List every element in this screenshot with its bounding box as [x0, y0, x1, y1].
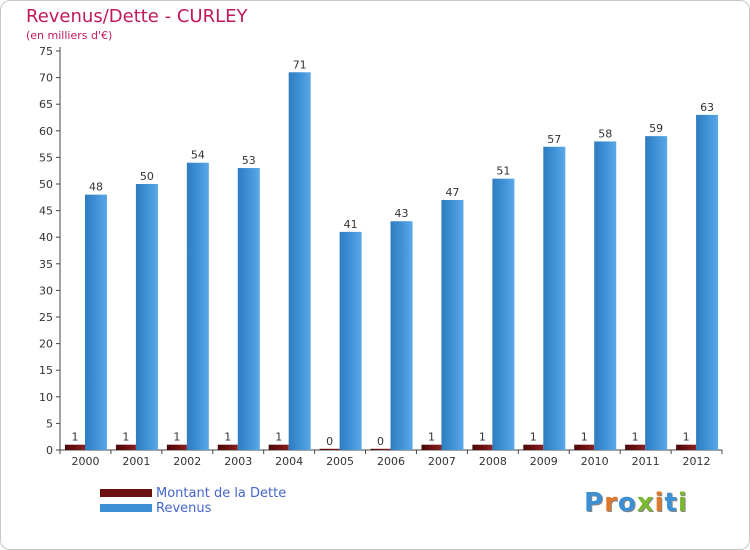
y-tick-label: 35 — [39, 258, 53, 271]
bar-dette-2006 — [370, 448, 391, 450]
y-tick-label: 20 — [39, 338, 53, 351]
y-tick-label: 65 — [39, 98, 53, 111]
bar-dette-2002 — [166, 444, 187, 450]
data-label-revenus-2002: 54 — [191, 149, 205, 162]
y-tick-label: 25 — [39, 311, 53, 324]
bar-dette-2004 — [268, 444, 289, 450]
legend-label-dette: Montant de la Dette — [156, 486, 287, 501]
logo-letter: i — [654, 488, 665, 518]
data-label-revenus-2007: 47 — [445, 186, 459, 199]
data-label-revenus-2004: 71 — [293, 58, 307, 71]
data-label-revenus-2003: 53 — [242, 154, 256, 167]
data-label-dette-2010: 1 — [581, 431, 588, 444]
y-tick-label: 30 — [39, 284, 53, 297]
y-tick-label: 60 — [39, 125, 53, 138]
x-tick-label-2011: 2011 — [632, 455, 660, 468]
bar-revenus-2002 — [186, 162, 209, 450]
legend-label-revenus: Revenus — [156, 501, 212, 516]
data-label-revenus-2008: 51 — [496, 165, 510, 178]
bar-dette-2001 — [115, 444, 136, 450]
bar-revenus-2000 — [85, 194, 107, 450]
legend-swatch-dette — [100, 489, 152, 497]
y-tick-label: 15 — [39, 364, 53, 377]
logo-letter: r — [604, 488, 618, 518]
bar-dette-2000 — [65, 444, 85, 450]
data-label-dette-2006: 0 — [377, 435, 384, 448]
bar-revenus-2005 — [339, 231, 362, 450]
data-label-revenus-2006: 43 — [395, 207, 409, 220]
x-tick-label-2001: 2001 — [122, 455, 150, 468]
logo-letter: o — [617, 488, 637, 518]
bar-revenus-2011 — [645, 136, 668, 450]
bar-dette-2007 — [421, 444, 442, 450]
data-label-dette-2005: 0 — [326, 435, 333, 448]
x-tick-label-2000: 2000 — [71, 455, 99, 468]
data-label-dette-2012: 1 — [683, 431, 690, 444]
data-label-revenus-2012: 63 — [700, 101, 714, 114]
x-tick-label-2007: 2007 — [428, 455, 456, 468]
chart-title: Revenus/Dette - CURLEY — [26, 6, 248, 27]
bar-dette-2005 — [319, 448, 340, 450]
y-tick-label: 55 — [39, 151, 53, 164]
bar-dette-2012 — [676, 444, 697, 450]
x-tick-label-2002: 2002 — [173, 455, 201, 468]
data-label-dette-2004: 1 — [275, 431, 282, 444]
bar-revenus-2010 — [594, 141, 617, 450]
data-label-dette-2000: 1 — [72, 431, 79, 444]
bar-revenus-2006 — [390, 221, 413, 450]
y-tick-label: 70 — [39, 72, 53, 85]
data-label-revenus-2005: 41 — [344, 218, 358, 231]
data-label-dette-2007: 1 — [428, 431, 435, 444]
x-tick-label-2008: 2008 — [479, 455, 507, 468]
x-tick-label-2003: 2003 — [224, 455, 252, 468]
data-label-revenus-2010: 58 — [598, 127, 612, 140]
y-tick-label: 50 — [39, 178, 53, 191]
proxiti-logo: Proxiti — [584, 488, 688, 518]
x-tick-label-2010: 2010 — [581, 455, 609, 468]
x-tick-label-2012: 2012 — [683, 455, 711, 468]
logo-letter: i — [677, 488, 688, 518]
bar-dette-2011 — [625, 444, 646, 450]
bar-dette-2008 — [472, 444, 493, 450]
y-tick-label: 40 — [39, 231, 53, 244]
x-tick-label-2005: 2005 — [326, 455, 354, 468]
data-label-dette-2002: 1 — [173, 431, 180, 444]
data-label-dette-2008: 1 — [479, 431, 486, 444]
data-label-dette-2009: 1 — [530, 431, 537, 444]
bar-dette-2010 — [574, 444, 595, 450]
data-label-dette-2003: 1 — [224, 431, 231, 444]
x-tick-label-2009: 2009 — [530, 455, 558, 468]
bar-revenus-2012 — [696, 114, 719, 450]
data-label-dette-2011: 1 — [632, 431, 639, 444]
y-tick-label: 5 — [46, 417, 53, 430]
y-tick-label: 0 — [46, 444, 53, 457]
data-label-revenus-2011: 59 — [649, 122, 663, 135]
y-tick-label: 10 — [39, 391, 53, 404]
bar-revenus-2009 — [543, 146, 566, 450]
data-label-revenus-2009: 57 — [547, 133, 561, 146]
x-tick-label-2006: 2006 — [377, 455, 405, 468]
chart-subtitle: (en milliers d'€) — [26, 29, 113, 42]
bar-dette-2009 — [523, 444, 544, 450]
data-label-revenus-2000: 48 — [89, 181, 103, 194]
bar-dette-2003 — [217, 444, 238, 450]
logo-letter: x — [636, 488, 655, 518]
bar-revenus-2001 — [135, 184, 158, 450]
data-label-revenus-2001: 50 — [140, 170, 154, 183]
logo-letter: t — [664, 488, 678, 518]
bar-revenus-2004 — [288, 72, 311, 450]
logo-letter: P — [584, 488, 605, 518]
bar-revenus-2003 — [237, 168, 260, 451]
bar-revenus-2007 — [441, 199, 464, 450]
x-tick-label-2004: 2004 — [275, 455, 303, 468]
data-label-dette-2001: 1 — [122, 431, 129, 444]
y-tick-label: 75 — [39, 45, 53, 58]
y-tick-label: 45 — [39, 205, 53, 218]
legend-swatch-revenus — [100, 504, 152, 512]
bar-revenus-2008 — [492, 178, 515, 450]
